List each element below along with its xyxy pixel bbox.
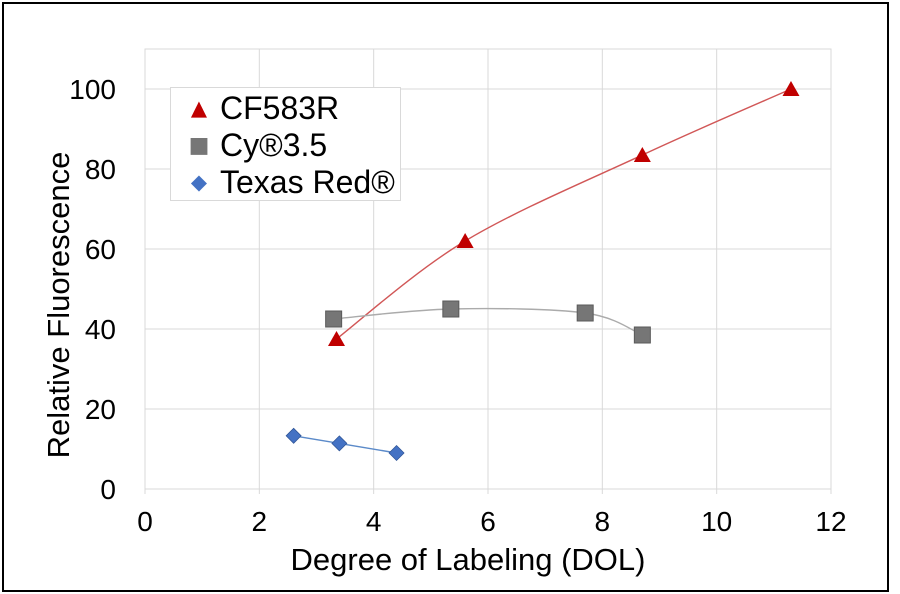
y-tick-label: 60 <box>85 234 116 265</box>
data-point-marker <box>285 427 302 444</box>
y-tick-label: 100 <box>69 74 116 105</box>
legend-label-texas-red: Texas Red® <box>220 164 395 200</box>
x-tick-label: 0 <box>137 506 153 537</box>
triangle-marker-icon: ▲ <box>190 96 208 120</box>
trendline <box>333 307 643 336</box>
data-point-marker <box>456 233 474 248</box>
series-cy-3-5 <box>325 300 651 344</box>
diamond-marker-icon: ◆ <box>190 170 208 194</box>
data-point-marker <box>576 304 594 322</box>
y-tick-label: 20 <box>85 394 116 425</box>
y-tick-label: 80 <box>85 154 116 185</box>
data-point-marker <box>328 331 346 346</box>
x-tick-label: 4 <box>366 506 382 537</box>
data-point-marker <box>633 147 651 162</box>
x-tick-label: 8 <box>595 506 611 537</box>
series-texas-red- <box>285 427 405 462</box>
y-tick-label: 40 <box>85 314 116 345</box>
square-marker-icon: ■ <box>188 132 210 158</box>
legend-label-cy35: Cy®3.5 <box>220 127 328 163</box>
legend-item-cy35: ■ Cy®3.5 <box>184 127 400 164</box>
legend-item-cf583r: ▲ CF583R <box>184 90 400 127</box>
x-tick-label: 6 <box>480 506 496 537</box>
data-point-marker <box>633 326 651 344</box>
legend: ▲ CF583R ■ Cy®3.5 ◆ Texas Red® <box>170 87 401 201</box>
series-cf583r <box>328 81 800 346</box>
x-axis-title: Degree of Labeling (DOL) <box>290 542 646 577</box>
chart-border-frame <box>2 2 889 592</box>
x-tick-label: 2 <box>252 506 268 537</box>
data-point-marker <box>325 310 343 328</box>
legend-label-cf583r: CF583R <box>220 90 340 126</box>
data-point-marker <box>442 300 460 318</box>
x-tick-label: 12 <box>815 506 846 537</box>
data-point-marker <box>782 81 800 96</box>
data-point-marker <box>388 444 405 462</box>
y-tick-labels: 0 20 40 60 80 100 <box>69 74 116 505</box>
x-tick-marks <box>144 489 832 494</box>
legend-item-texas-red: ◆ Texas Red® <box>184 164 400 201</box>
x-tick-labels: 0 2 4 6 8 10 12 <box>137 506 846 537</box>
data-point-marker <box>331 435 348 452</box>
trendline <box>336 88 792 340</box>
y-tick-label: 0 <box>100 474 116 505</box>
x-tick-label: 10 <box>701 506 732 537</box>
y-axis-title: Relative Fluorescence <box>41 151 76 459</box>
